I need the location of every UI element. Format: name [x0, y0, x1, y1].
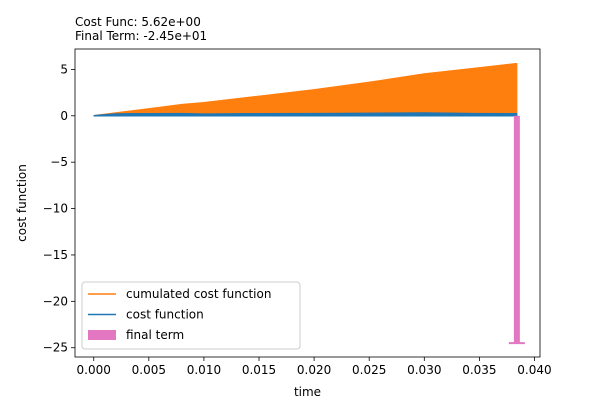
x-tick-label: 0.035 [462, 363, 496, 377]
final-term-bar [513, 115, 520, 344]
y-axis-label: cost function [15, 164, 29, 242]
x-tick-label: 0.040 [517, 363, 551, 377]
legend-entry: cumulated cost function [126, 287, 271, 301]
title-line: Cost Func: 5.62e+00 [75, 15, 201, 29]
legend-entry: cost function [126, 308, 204, 322]
legend-entry: final term [126, 328, 184, 342]
y-tick-label: 5 [60, 62, 68, 76]
x-axis: 0.000 0.005 0.010 0.015 0.020 0.025 0.030 0.035… [77, 357, 552, 377]
x-tick-label: 0.025 [352, 363, 386, 377]
x-tick-label: 0.015 [242, 363, 276, 377]
y-axis: 5 0 −5 −10 −15 −20 −25 [43, 62, 75, 355]
y-tick-label: −5 [50, 155, 68, 169]
y-tick-label: −25 [43, 341, 68, 355]
x-axis-label: time [294, 385, 321, 399]
legend-swatch [88, 330, 116, 340]
y-tick-label: −15 [43, 248, 68, 262]
y-tick-label: −20 [43, 294, 68, 308]
y-tick-label: −10 [43, 202, 68, 216]
cumulated-cost-line [93, 62, 517, 117]
plot-area [74, 48, 541, 358]
legend-box [81, 281, 301, 350]
x-tick-label: 0.020 [297, 363, 331, 377]
title-line: Final Term: -2.45e+01 [75, 29, 207, 43]
x-tick-label: 0.000 [77, 363, 111, 377]
plot-frame [74, 48, 541, 358]
y-tick-label: 0 [60, 109, 68, 123]
legend: cumulated cost function cost function fina… [81, 281, 301, 350]
cost-function-line [93, 112, 517, 117]
x-tick-label: 0.030 [407, 363, 441, 377]
x-tick-label: 0.005 [132, 363, 166, 377]
x-tick-label: 0.010 [187, 363, 221, 377]
